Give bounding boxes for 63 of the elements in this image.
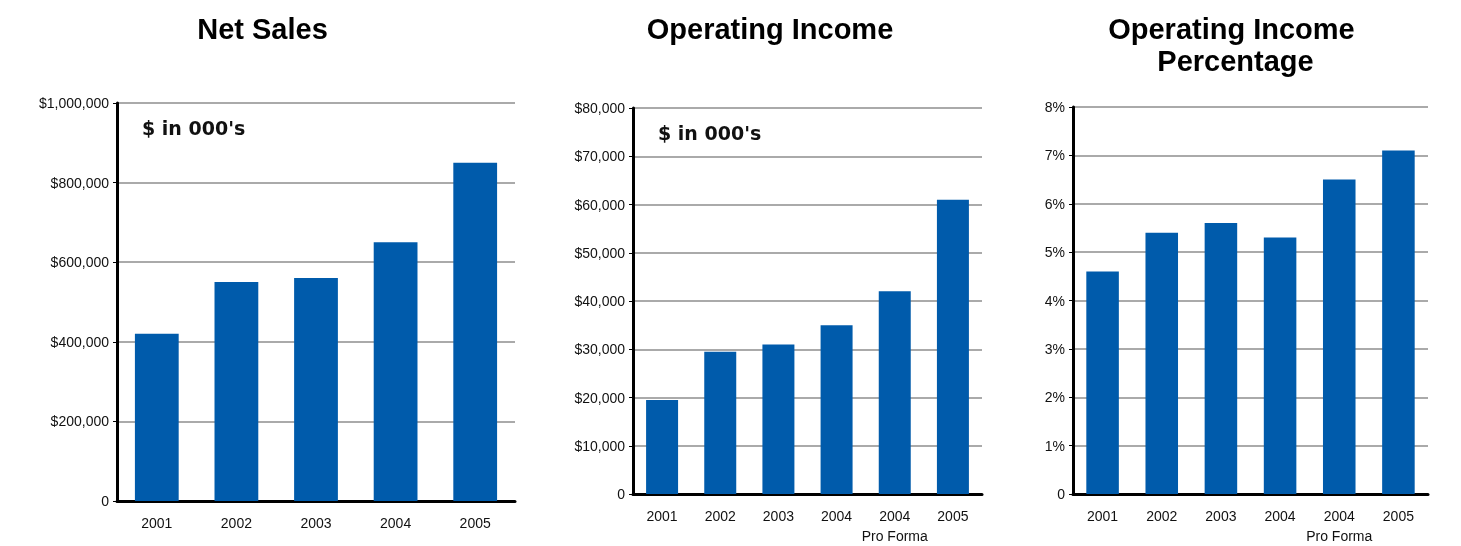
- x-tick-label: 2005: [1382, 508, 1415, 524]
- bar: [936, 199, 969, 494]
- y-tick-label: 3%: [1044, 340, 1065, 357]
- y-tick-label: $70,000: [574, 148, 626, 165]
- annotation: $ in 000's: [658, 121, 762, 144]
- x-tick-label: 2001: [141, 515, 173, 531]
- bar: [1145, 232, 1179, 494]
- y-tick-label: $400,000: [50, 333, 110, 350]
- bar: [1086, 271, 1119, 494]
- x-tick-label: 2002: [220, 515, 253, 531]
- y-tick-label: 8%: [1044, 99, 1065, 115]
- bar: [646, 399, 679, 494]
- chart-title: Operating Income Percentage: [1108, 13, 1363, 77]
- x-tick-label: 2004: [1264, 508, 1296, 524]
- bar: [878, 291, 911, 494]
- x-tick-label: 2004: [821, 508, 853, 524]
- y-tick-label: $80,000: [574, 100, 626, 116]
- y-tick-label: 4%: [1044, 292, 1065, 309]
- y-tick-label: 0: [1057, 486, 1066, 502]
- bar: [214, 282, 259, 501]
- bar: [1382, 150, 1415, 494]
- y-tick-label: $20,000: [574, 389, 626, 406]
- x-tick-label: 2001: [646, 508, 678, 524]
- y-tick-label: $1,000,000: [38, 95, 110, 111]
- x-tick-label: 2002: [704, 508, 737, 524]
- y-tick-label: $200,000: [50, 413, 110, 430]
- bar: [1322, 179, 1356, 494]
- x-tick-label: 2003: [1205, 508, 1237, 524]
- y-tick-label: $50,000: [574, 244, 626, 261]
- x-tick-label: 2004 Pro Forma: [861, 508, 929, 544]
- y-tick-label: 6%: [1044, 195, 1065, 212]
- y-tick-label: $800,000: [50, 174, 110, 191]
- x-tick-label: 2003: [300, 515, 332, 531]
- x-tick-label: 2003: [762, 508, 795, 524]
- bar: [294, 278, 338, 501]
- x-tick-label: 2002: [1146, 508, 1178, 524]
- y-tick-label: $60,000: [574, 196, 626, 213]
- bar: [1204, 223, 1238, 494]
- y-tick-label: 2%: [1044, 389, 1065, 406]
- x-tick-label: 2004: [380, 515, 412, 531]
- annotation: $ in 000's: [142, 116, 246, 139]
- y-tick-label: $30,000: [574, 341, 626, 358]
- chart-title: Operating Income: [646, 13, 894, 45]
- y-tick-label: 5%: [1044, 244, 1065, 261]
- y-tick-label: 0: [617, 486, 626, 502]
- chart-title: Net Sales: [197, 13, 328, 45]
- y-tick-label: $40,000: [574, 293, 626, 309]
- x-tick-label: 2001: [1087, 508, 1119, 524]
- y-tick-label: $10,000: [574, 437, 626, 454]
- y-tick-label: 1%: [1044, 437, 1065, 454]
- bar: [373, 242, 418, 501]
- x-tick-label: 2005: [459, 515, 491, 531]
- bar: [453, 162, 498, 501]
- bar: [762, 344, 795, 494]
- bar: [134, 333, 179, 501]
- x-tick-label: 2004 Pro Forma: [1306, 508, 1373, 544]
- bar: [704, 351, 737, 494]
- y-tick-label: 7%: [1044, 147, 1065, 164]
- y-tick-label: $600,000: [50, 254, 110, 271]
- x-tick-label: 2005: [937, 508, 969, 524]
- y-tick-label: 0: [101, 493, 110, 509]
- bar: [1263, 237, 1297, 494]
- bar: [820, 325, 853, 494]
